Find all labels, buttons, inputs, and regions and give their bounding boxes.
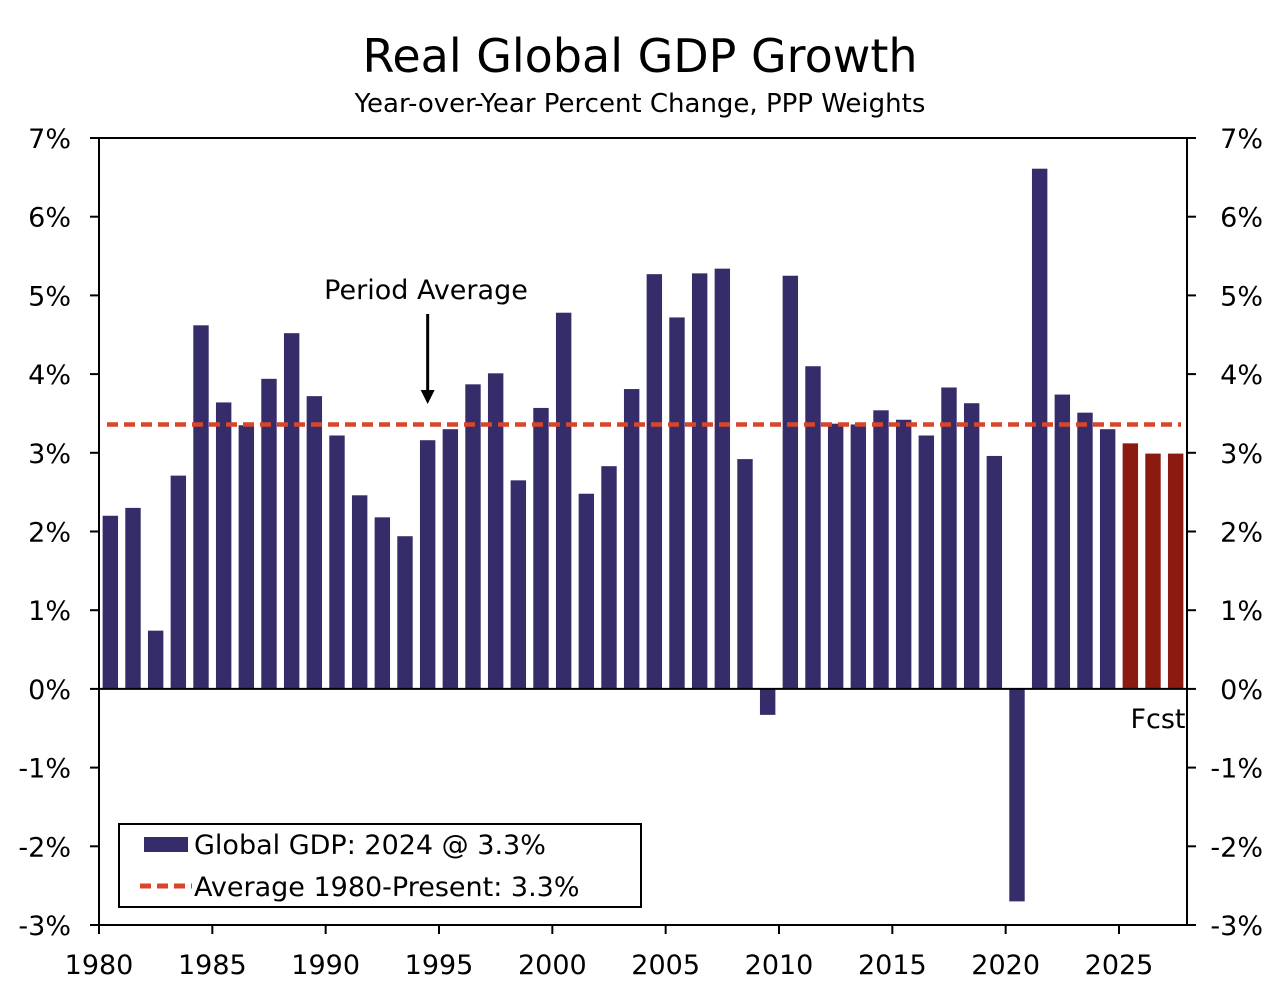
- y-tick-label-left: 2%: [28, 518, 71, 549]
- bar-2005: [669, 317, 685, 689]
- legend-swatch-gdp: [144, 837, 188, 852]
- y-tick-label-left: -1%: [18, 754, 71, 785]
- bar-2013: [850, 424, 867, 689]
- y-tick-label-right: 4%: [1220, 360, 1263, 391]
- forecast-bar-2026: [1145, 453, 1161, 689]
- bar-1993: [397, 536, 413, 689]
- legend-label-average: Average 1980-Present: 3.3%: [194, 872, 580, 903]
- bar-1985: [215, 402, 232, 689]
- bar-2014: [873, 410, 889, 689]
- y-tick-label-right: 5%: [1220, 281, 1263, 312]
- bar-2021: [1031, 168, 1048, 689]
- bar-2016: [918, 435, 935, 689]
- chart-subtitle: Year-over-Year Percent Change, PPP Weigh…: [354, 89, 926, 119]
- bar-2015: [895, 419, 912, 689]
- chart-title: Real Global GDP Growth: [362, 29, 918, 83]
- bar-2001: [578, 493, 595, 689]
- y-tick-label-right: 0%: [1220, 675, 1263, 706]
- bar-1982: [147, 630, 164, 689]
- bar-1989: [306, 396, 323, 689]
- bar-2008: [737, 459, 753, 689]
- bar-2010: [782, 275, 799, 689]
- y-tick-label-left: 4%: [28, 360, 71, 391]
- y-tick-label-right: -3%: [1210, 911, 1263, 942]
- bar-1981: [125, 507, 141, 689]
- y-tick-label-left: 5%: [28, 281, 71, 312]
- y-tick-label-right: 6%: [1220, 203, 1263, 234]
- bar-1983: [170, 475, 187, 689]
- bars-layer: [102, 168, 1184, 902]
- x-tick-label: 2015: [858, 950, 927, 981]
- bar-2017: [941, 387, 957, 689]
- bar-1996: [465, 384, 481, 689]
- x-tick-label: 2010: [745, 950, 814, 981]
- y-tick-label-left: 0%: [28, 675, 71, 706]
- bar-2024: [1099, 429, 1116, 689]
- bar-1992: [374, 517, 391, 689]
- bar-2019: [986, 455, 1003, 689]
- x-tick-label: 2005: [631, 950, 700, 981]
- x-tick-label: 2000: [518, 950, 587, 981]
- bar-1986: [238, 425, 255, 689]
- bar-2022: [1054, 394, 1071, 689]
- bar-2011: [805, 366, 821, 689]
- y-tick-label-right: -2%: [1210, 832, 1263, 863]
- bar-1987: [261, 378, 277, 689]
- x-tick-label: 1995: [405, 950, 474, 981]
- period-average-arrow-head: [420, 390, 435, 404]
- y-tick-label-left: 7%: [28, 124, 71, 155]
- bar-2018: [963, 403, 980, 689]
- bar-1994: [419, 440, 436, 689]
- y-tick-label-right: 1%: [1220, 596, 1263, 627]
- bar-2003: [623, 389, 640, 689]
- x-tick-label: 2020: [971, 950, 1040, 981]
- bar-2000: [555, 312, 572, 689]
- forecast-bar-2025: [1122, 443, 1139, 689]
- axis-labels-layer: 7% 7% 6% 6% 5% 5% 4% 4% 3% 3% 2% 2% 1% 1% 0% 0% -1% -1% -2…: [18, 124, 1263, 981]
- bar-1984: [193, 325, 209, 689]
- bar-2004: [646, 274, 663, 689]
- bar-2002: [601, 466, 617, 689]
- bar-1995: [442, 429, 459, 689]
- y-tick-label-left: 3%: [28, 439, 71, 470]
- legend-box: [118, 823, 642, 908]
- y-tick-label-right: 7%: [1220, 124, 1263, 155]
- legend: Global GDP: 2024 @ 3.3% Average 1980-Pre…: [118, 823, 642, 908]
- y-tick-label-right: 3%: [1220, 439, 1263, 470]
- y-tick-label-left: 6%: [28, 203, 71, 234]
- bar-2009: [759, 688, 776, 715]
- forecast-bar-2027: [1167, 453, 1184, 689]
- legend-label-gdp: Global GDP: 2024 @ 3.3%: [194, 830, 546, 861]
- x-tick-label: 2025: [1085, 950, 1154, 981]
- annotation-layer: Period Average Fcst: [324, 275, 1185, 735]
- y-tick-label-left: 1%: [28, 596, 71, 627]
- bar-1991: [351, 495, 368, 689]
- bar-2006: [691, 273, 708, 689]
- y-tick-label-left: -2%: [18, 832, 71, 863]
- bar-2012: [827, 423, 844, 689]
- y-tick-label-right: 2%: [1220, 518, 1263, 549]
- y-tick-label-right: -1%: [1210, 754, 1263, 785]
- bar-1990: [329, 435, 345, 689]
- axes-layer: [90, 137, 1196, 934]
- x-tick-label: 1980: [65, 950, 134, 981]
- bar-2020: [1009, 688, 1025, 902]
- bar-1988: [283, 333, 300, 689]
- forecast-annotation: Fcst: [1130, 704, 1185, 735]
- bar-1999: [533, 407, 549, 689]
- bar-2007: [714, 268, 731, 689]
- bar-1998: [510, 480, 527, 689]
- period-average-annotation: Period Average: [324, 275, 528, 306]
- x-tick-label: 1985: [178, 950, 247, 981]
- bar-1980: [102, 515, 119, 689]
- y-tick-label-left: -3%: [18, 911, 71, 942]
- x-tick-label: 1990: [291, 950, 360, 981]
- bar-1997: [487, 373, 504, 689]
- bar-2023: [1077, 412, 1093, 689]
